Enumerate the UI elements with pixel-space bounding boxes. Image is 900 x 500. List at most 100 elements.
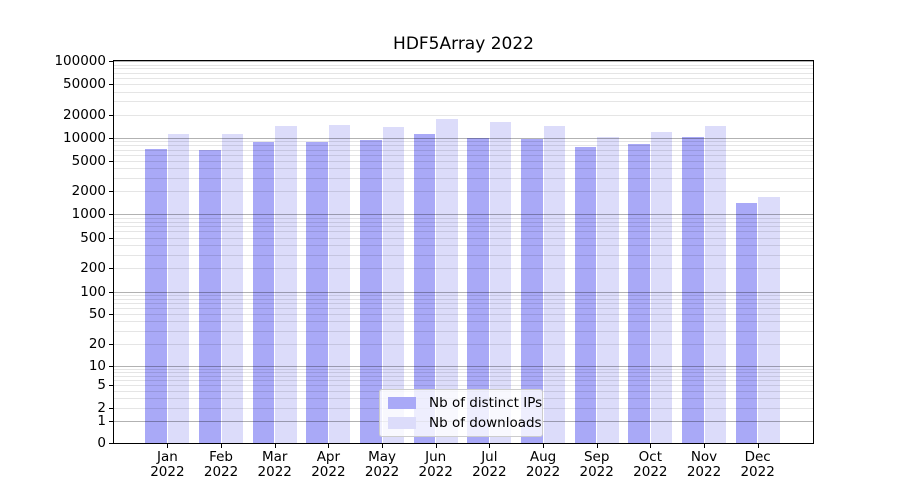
legend-label-downloads: Nb of downloads (429, 414, 542, 431)
y-gridline (114, 191, 813, 193)
x-tick-label: Mar 2022 (257, 449, 292, 480)
x-tick-mark (650, 444, 652, 448)
bar-distinct-ips (306, 141, 328, 443)
y-tick-label: 5 (97, 377, 106, 393)
y-gridline (114, 308, 813, 310)
legend-swatch-downloads (388, 416, 416, 429)
bar-downloads (489, 122, 512, 443)
y-gridline (114, 84, 813, 86)
y-gridline (114, 64, 813, 66)
y-gridline (114, 237, 813, 239)
left-spine (113, 60, 114, 444)
y-tick-mark (109, 191, 113, 193)
y-tick-label: 200 (80, 260, 106, 277)
legend: Nb of distinct IPs Nb of downloads (379, 389, 543, 437)
bar-downloads (704, 125, 726, 443)
y-gridline (114, 154, 813, 156)
legend-label-distinct-ips: Nb of distinct IPs (429, 395, 543, 412)
bar-distinct-ips (199, 149, 221, 443)
bar-distinct-ips (628, 143, 650, 443)
bar-distinct-ips (735, 203, 758, 443)
y-gridline (114, 372, 813, 374)
y-tick-label: 10000 (63, 129, 106, 146)
y-gridline (114, 295, 813, 297)
bar-downloads (167, 134, 190, 443)
y-gridline (114, 168, 813, 170)
y-tick-mark (109, 385, 113, 386)
y-gridline (114, 226, 813, 228)
y-tick-mark (109, 443, 113, 444)
bar-distinct-ips (682, 136, 704, 443)
bar-distinct-ips (145, 149, 167, 443)
y-gridline (114, 72, 813, 74)
y-gridline (114, 101, 813, 103)
x-tick-label: Dec 2022 (740, 449, 775, 480)
x-tick-mark (435, 444, 437, 448)
y-gridline (114, 231, 813, 233)
y-tick-mark (109, 61, 113, 62)
x-tick-mark (328, 444, 330, 448)
x-tick-mark (489, 444, 491, 448)
y-gridline (114, 321, 813, 323)
y-gridline (114, 214, 813, 216)
x-tick-label: Aug 2022 (525, 449, 561, 480)
bar-downloads (436, 119, 458, 443)
y-tick-label: 2 (97, 400, 106, 417)
y-gridline (114, 303, 813, 305)
y-tick-label: 1 (97, 413, 106, 429)
x-tick-label: Nov 2022 (686, 449, 722, 480)
y-gridline (114, 298, 813, 300)
bar-downloads (650, 132, 673, 443)
y-gridline (114, 385, 813, 386)
y-gridline (114, 368, 813, 370)
y-gridline (114, 160, 813, 162)
x-tick-mark (167, 444, 169, 448)
y-gridline (114, 330, 813, 332)
y-tick-mark (109, 137, 113, 139)
y-tick-mark (109, 214, 113, 216)
x-tick-label: Jul 2022 (472, 449, 507, 480)
y-gridline (114, 380, 813, 381)
y-gridline (114, 245, 813, 247)
y-gridline (114, 78, 813, 80)
chart-title: HDF5Array 2022 (393, 34, 534, 54)
y-tick-mark (109, 421, 113, 422)
x-tick-mark (704, 444, 705, 448)
right-spine (813, 60, 814, 444)
y-tick-mark (109, 366, 113, 367)
y-gridline (114, 221, 813, 223)
y-tick-mark (109, 237, 113, 239)
bar-distinct-ips (574, 147, 597, 443)
y-gridline (114, 375, 813, 377)
y-gridline (114, 177, 813, 179)
x-tick-label: Jun 2022 (418, 449, 453, 480)
top-spine (113, 60, 814, 61)
y-tick-label: 500 (80, 229, 106, 246)
y-gridline (114, 149, 813, 151)
bar-downloads (543, 126, 566, 443)
y-tick-label: 5000 (71, 152, 106, 169)
legend-entry-distinct-ips: Nb of distinct IPs (388, 395, 542, 411)
y-tick-mark (109, 114, 113, 116)
x-tick-mark (382, 444, 384, 448)
bar-downloads (758, 196, 780, 443)
bar-distinct-ips (252, 141, 275, 443)
x-tick-mark (274, 444, 276, 448)
legend-swatch-distinct-ips (388, 397, 416, 410)
bar-downloads (382, 126, 405, 443)
bar-downloads (597, 136, 619, 443)
bar-distinct-ips (413, 133, 436, 443)
x-tick-mark (757, 444, 759, 448)
y-tick-mark (109, 314, 113, 316)
y-tick-label: 0 (97, 435, 106, 451)
y-gridline (114, 343, 813, 345)
y-gridline (114, 254, 813, 256)
y-tick-mark (109, 268, 113, 270)
y-gridline (114, 314, 813, 316)
legend-entry-downloads: Nb of downloads (388, 415, 542, 431)
x-tick-mark (543, 444, 545, 448)
y-gridline (114, 366, 813, 367)
y-gridline (114, 91, 813, 93)
x-tick-label: Apr 2022 (311, 449, 346, 480)
